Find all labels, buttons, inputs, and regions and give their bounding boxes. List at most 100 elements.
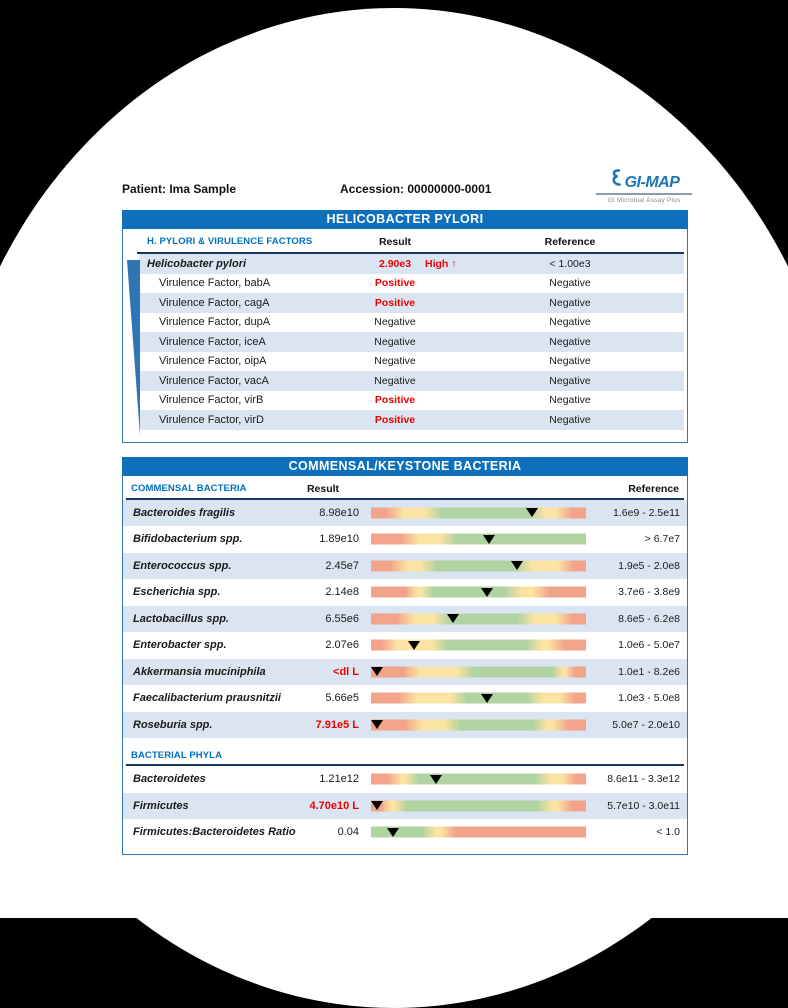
reference-value: Negative	[549, 355, 591, 368]
organism-name: Bifidobacterium spp.	[133, 533, 243, 546]
header-underline	[137, 252, 684, 254]
reference-value: 5.7e10 - 3.0e11	[607, 799, 680, 812]
column-header-reference: Reference	[628, 482, 679, 495]
reference-value: 1.9e5 - 2.0e8	[618, 559, 680, 572]
commensal-rows: Bacteroides fragilis 8.98e10 1.6e9 - 2.5e1…	[123, 499, 687, 738]
logo-rule	[596, 193, 692, 195]
reference-value: Negative	[549, 277, 591, 290]
logo-tagline: GI Microbial Assay Plus	[607, 197, 681, 204]
hpylori-row: Helicobacter pylori 2.90e3 High ↑ < 1.00e3	[139, 254, 684, 274]
group-wedge	[127, 260, 140, 435]
phyla-rows: Bacteroidetes 1.21e12 8.6e11 - 3.3e12 Firmi…	[123, 766, 687, 846]
bacteria-row: Akkermansia muciniphila <dl L 1.0e1 - 8.2e…	[123, 658, 687, 685]
hpylori-rows: Helicobacter pylori 2.90e3 High ↑ < 1.00e3 V…	[139, 254, 684, 430]
result-value: 8.98e10	[319, 506, 359, 519]
commensal-table: COMMENSAL BACTERIA Result Reference Bact…	[122, 475, 688, 855]
organism-name: Virulence Factor, babA	[159, 277, 271, 290]
reference-value: Negative	[549, 374, 591, 387]
accession-number: Accession: 00000000-0001	[340, 182, 492, 196]
commensal-section-banner: COMMENSAL/KEYSTONE BACTERIA	[122, 456, 688, 476]
organism-name: Lactobacillus spp.	[133, 612, 229, 625]
hpylori-row: Virulence Factor, dupA Negative Negative	[139, 313, 684, 333]
result-value: Positive	[374, 296, 416, 309]
logo-ribbon-icon	[609, 168, 623, 192]
result-marker-icon	[483, 534, 496, 544]
result-value: 7.91e5 L	[315, 718, 359, 731]
phyla-header: BACTERIAL PHYLA	[123, 748, 687, 764]
hpylori-column-header: H. PYLORI & VIRULENCE FACTORS Result Ref…	[123, 236, 687, 251]
result-value: Positive	[374, 277, 416, 290]
result-marker-icon	[526, 508, 539, 518]
hpylori-row: Virulence Factor, cagA Positive Negative	[139, 293, 684, 313]
bacteria-row: Enterobacter spp. 2.07e6 1.0e6 - 5.0e7	[123, 632, 687, 659]
organism-name: Virulence Factor, dupA	[159, 316, 271, 329]
header-underline	[126, 497, 684, 500]
reference-value: 1.0e1 - 8.2e6	[618, 665, 680, 678]
result-value: 2.45e7	[325, 559, 359, 572]
reference-range-bar	[371, 692, 586, 704]
commensal-column-header: COMMENSAL BACTERIA Result Reference	[123, 482, 687, 498]
reference-value: 1.0e3 - 5.0e8	[618, 692, 680, 705]
organism-name: Enterobacter spp.	[133, 639, 227, 652]
reference-value: 8.6e11 - 3.3e12	[607, 773, 680, 786]
reference-range-bar	[371, 800, 586, 812]
organism-name: Virulence Factor, iceA	[159, 335, 266, 348]
hpylori-table: H. PYLORI & VIRULENCE FACTORS Result Ref…	[122, 229, 688, 443]
reference-range-bar	[371, 666, 586, 678]
result-value: 5.66e5	[325, 692, 359, 705]
organism-name: Enterococcus spp.	[133, 559, 232, 572]
organism-name: Virulence Factor, virB	[159, 394, 264, 407]
header-underline	[126, 764, 684, 766]
reference-value: Negative	[549, 413, 591, 426]
reference-range-bar	[371, 773, 586, 785]
organism-name: Firmicutes:Bacteroidetes Ratio	[133, 826, 296, 839]
result-value: Negative	[374, 374, 416, 387]
reference-value: Negative	[549, 335, 591, 348]
result-marker-icon	[408, 640, 420, 650]
result-value: Negative	[374, 355, 416, 368]
column-header-reference: Reference	[544, 236, 596, 248]
result-marker-icon	[511, 561, 524, 571]
organism-name: Roseburia spp.	[133, 718, 213, 731]
column-header-result: Result	[378, 236, 412, 248]
bacteria-row: Bacteroides fragilis 8.98e10 1.6e9 - 2.5e1…	[123, 499, 687, 526]
result-value: Negative	[374, 316, 416, 329]
result-marker-icon	[446, 614, 459, 624]
reference-range-bar	[371, 533, 586, 545]
result-marker-icon	[371, 801, 384, 811]
result-value: Negative	[374, 335, 416, 348]
result-marker-icon	[371, 720, 384, 730]
reference-range-bar	[371, 507, 586, 519]
result-value: 2.07e6	[325, 639, 359, 652]
organism-name: Bacteroidetes	[133, 773, 206, 786]
result-value: <dl L	[333, 665, 359, 678]
hpylori-section-banner: HELICOBACTER PYLORI	[122, 210, 688, 229]
organism-name: Akkermansia muciniphila	[133, 665, 266, 678]
organism-name: Escherichia spp.	[133, 586, 221, 599]
bacteria-row: Faecalibacterium prausnitzii 5.66e5 1.0e3 …	[123, 685, 687, 712]
organism-name: Bacteroides fragilis	[133, 506, 236, 519]
reference-range-bar	[371, 560, 586, 572]
reference-value: 1.0e6 - 5.0e7	[618, 639, 680, 652]
organism-name: Firmicutes	[133, 799, 189, 812]
organism-name: Virulence Factor, vacA	[159, 374, 269, 387]
reference-value: 5.0e7 - 2.0e10	[612, 718, 680, 731]
result-value: 4.70e10 L	[309, 799, 359, 812]
result-value: 2.14e8	[325, 586, 359, 599]
organism-name: Helicobacter pylori	[147, 257, 247, 270]
result-value: 2.90e3	[378, 257, 412, 270]
hpylori-row: Virulence Factor, virB Positive Negative	[139, 391, 684, 411]
reference-value: < 1.0	[656, 826, 680, 839]
bacteria-row: Lactobacillus spp. 6.55e6 8.6e5 - 6.2e8	[123, 605, 687, 632]
reference-value: 1.6e9 - 2.5e11	[613, 506, 680, 519]
organism-name: Virulence Factor, cagA	[159, 296, 270, 309]
reference-range-bar	[371, 639, 586, 651]
reference-range-bar	[371, 719, 586, 731]
bacteria-row: Firmicutes 4.70e10 L 5.7e10 - 3.0e11	[123, 792, 687, 819]
organism-name: Virulence Factor, oipA	[159, 355, 267, 368]
result-value: 0.04	[337, 826, 359, 839]
column-header-name: H. PYLORI & VIRULENCE FACTORS	[147, 236, 313, 247]
result-value: 1.89e10	[319, 533, 359, 546]
bacteria-row: Enterococcus spp. 2.45e7 1.9e5 - 2.0e8	[123, 552, 687, 579]
result-marker-icon	[429, 774, 442, 784]
